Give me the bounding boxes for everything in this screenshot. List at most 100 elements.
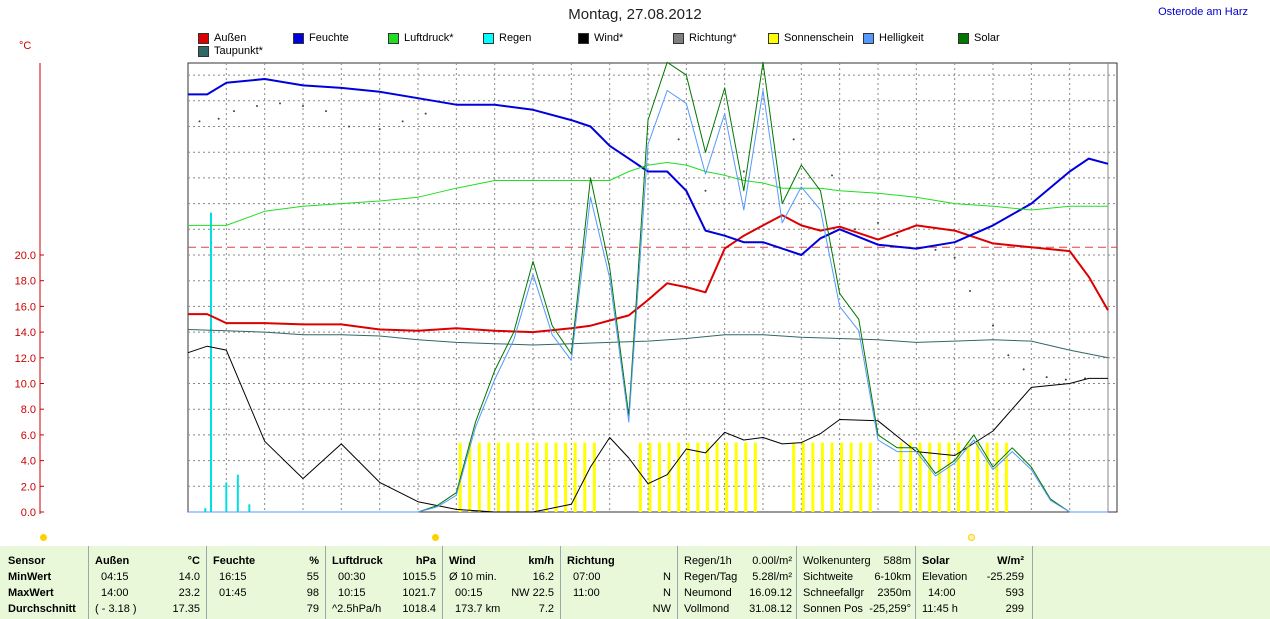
sunshine-bar [1004,442,1008,512]
summary-cell: 1021.7 [402,587,436,599]
sunshine-bar [497,442,500,512]
summary-cell: 2350m [877,587,911,599]
sunshine-bar [957,442,960,512]
sunshine-bar [801,442,805,512]
summary-cell: 299 [1005,603,1024,615]
summary-cell: 588m [883,555,911,567]
sunshine-bar [840,442,844,512]
chart-title: Montag, 27.08.2012 [568,6,702,23]
summary-cell: Regen/Tag [684,571,738,583]
summary-cell: 593 [1005,587,1024,599]
sunshine-bar [468,442,472,512]
summary-cell: NW [652,603,671,615]
series-line-wind [187,345,1108,513]
sunshine-bar [928,442,932,512]
direction-dot [934,248,937,251]
summary-col-feuchte: Feuchte % 16:15 55 01:45 98 79 [206,546,325,619]
sunshine-bar [487,442,491,512]
legend-item: Sonnenschein [768,31,854,45]
sunshine-bar [564,442,568,512]
legend-label: Taupunkt* [214,45,263,57]
sunshine-bar [705,442,709,512]
summary-unit: % [309,555,319,567]
direction-dot [854,228,856,231]
direction-dot [877,221,879,224]
series-line-außen [188,214,1109,334]
legend-swatch [388,32,399,44]
summary-divider [1032,546,1034,619]
summary-header: Richtung [567,555,615,567]
summary-cell: 55 [306,571,319,583]
direction-dot [792,138,795,141]
legend-label: Wind* [594,32,624,44]
legend-item: Außen [198,31,246,45]
summary-cell: Regen/1h [684,555,732,567]
direction-dot [742,170,745,173]
summary-cell: ^2.5hPa/h [332,603,382,615]
legend-label: Solar [974,32,1000,44]
summary-header: Außen [95,555,130,567]
sunshine-bar [995,442,999,512]
summary-col-wind: Wind km/h Ø 10 min. 16.2 00:15 NW 22.5 1… [442,546,560,619]
sunshine-bar [535,442,539,512]
summary-cell: 23.2 [178,587,200,599]
summary-col-wolken: Wolkenunterg 588m Sichtweite 6-10km Schn… [796,546,915,619]
legend-label: Sonnenschein [784,32,854,44]
sunset-marker [968,534,975,541]
legend-item: Helligkeit [863,31,924,45]
legend-label: Feuchte [309,32,349,44]
summary-unit: km/h [528,555,554,567]
series-line-solar [188,61,1108,513]
legend-swatch [293,32,304,44]
summary-cell: Sonnen Pos [803,603,863,615]
legend-item: Richtung* [673,31,737,45]
legend-swatch [673,32,684,44]
direction-dot [992,324,994,327]
sunshine-bar [966,442,970,512]
summary-cell: 14:00 [928,587,956,599]
summary-cell: 31.08.12 [749,603,792,615]
sunshine-bar [859,442,863,512]
summary-col-solar: Solar W/m² Elevation -25.259 14:00 593 1… [915,546,1032,619]
direction-dot [677,138,680,141]
weather-chart: 0.0 2.0 4.0 6.0 8.0 10.0 12.0 14.0 16.0 18.0 20.0 [15,61,1118,519]
sunshine-bar [725,442,729,512]
sunshine-bar [909,442,913,512]
summary-cell: 1018.4 [402,603,436,615]
summary-cell: Vollmond [684,603,730,615]
summary-cell: -25.259 [986,571,1024,583]
direction-dot [256,104,258,107]
summary-label-avg: Durchschnitt [8,603,76,615]
summary-cell: 16.09.12 [749,587,792,599]
summary-col-regen: Regen/1h 0.00l/m² Regen/Tag 5.28l/m² Neu… [677,546,796,619]
solar-noon-marker [432,534,439,541]
sunshine-bar [573,442,577,512]
summary-cell: 11:45 h [922,603,958,615]
rain-bar [236,474,239,512]
sunshine-bar [554,442,558,512]
sunshine-bar [830,442,834,512]
sunshine-bar [667,442,671,512]
legend-item: Taupunkt* [198,44,263,58]
sunshine-bar [696,442,700,512]
y-tick-label: 20.0 [15,250,36,262]
sunshine-bar [849,442,853,512]
legend-swatch [578,32,589,44]
legend-label: Regen [499,32,532,44]
location-label: Osterode am Harz [1158,6,1248,18]
legend-swatch [863,32,874,44]
summary-cell: -25,259° [869,603,911,615]
sunshine-bar [648,442,652,512]
y-tick-label: 14.0 [15,327,36,339]
summary-cell: 1015.5 [402,571,436,583]
legend-swatch [483,32,494,44]
legend-item: Wind* [578,31,623,45]
direction-dot [1045,376,1048,379]
summary-cell: 16.2 [532,571,554,583]
legend-label: Außen [214,32,247,44]
summary-cell: Wolkenunterg [803,555,871,567]
direction-dot [378,128,381,131]
direction-dot [953,256,956,259]
summary-header: Luftdruck [332,555,383,567]
summary-cell: Ø 10 min. [449,571,497,583]
